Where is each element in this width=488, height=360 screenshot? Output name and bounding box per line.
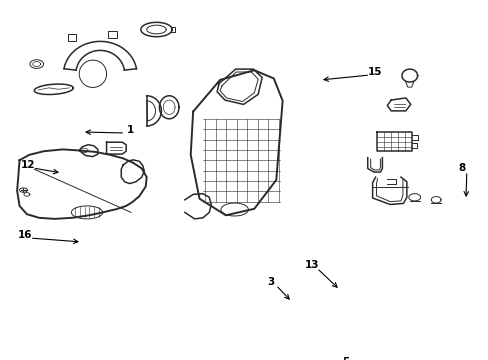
Text: 8: 8 [457,163,465,173]
Text: 12: 12 [20,160,35,170]
Text: 3: 3 [267,277,274,287]
Text: 13: 13 [304,260,319,270]
Text: 16: 16 [18,230,32,240]
Text: 15: 15 [367,67,382,77]
Text: 5: 5 [342,357,349,360]
Text: 1: 1 [126,125,133,135]
